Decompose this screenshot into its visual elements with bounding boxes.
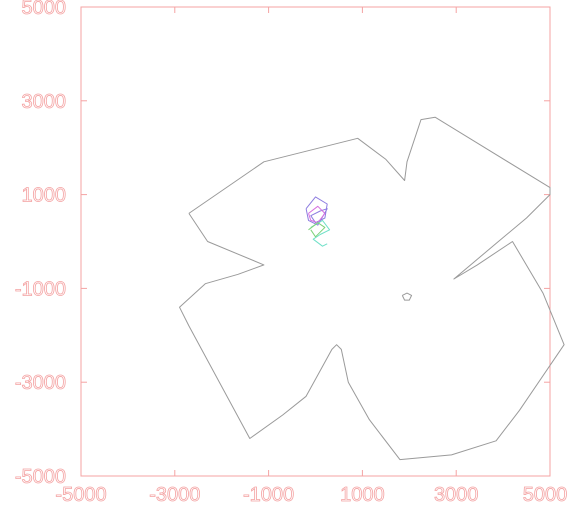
x-tick-label: 5000 xyxy=(523,484,568,506)
data-series xyxy=(179,116,565,461)
x-tick-labels: -5000 -3000 -1000 1000 3000 5000 xyxy=(55,484,568,506)
x-tick-label: -5000 xyxy=(55,484,106,506)
y-tick-label: -3000 xyxy=(15,372,66,394)
y-tick-label: 1000 xyxy=(22,185,67,207)
series-line-4 xyxy=(310,219,331,247)
tick-marks xyxy=(80,6,551,477)
series-line-1 xyxy=(401,292,413,301)
series-line-3 xyxy=(308,205,326,224)
y-tick-labels: 5000 3000 1000 -1000 -3000 -5000 xyxy=(14,0,67,488)
series-line-0 xyxy=(179,116,565,461)
x-tick-label: 3000 xyxy=(434,484,479,506)
x-tick-label: -3000 xyxy=(149,484,200,506)
x-tick-label: -1000 xyxy=(243,484,294,506)
x-tick-label: 1000 xyxy=(340,484,385,506)
y-tick-label: 5000 xyxy=(22,0,67,19)
y-tick-label: -5000 xyxy=(15,466,66,488)
plot-frame xyxy=(80,6,551,477)
series-line-5 xyxy=(308,222,326,238)
y-tick-label: 3000 xyxy=(22,91,67,113)
series-line-2 xyxy=(305,196,328,226)
y-tick-label: -1000 xyxy=(15,278,66,300)
